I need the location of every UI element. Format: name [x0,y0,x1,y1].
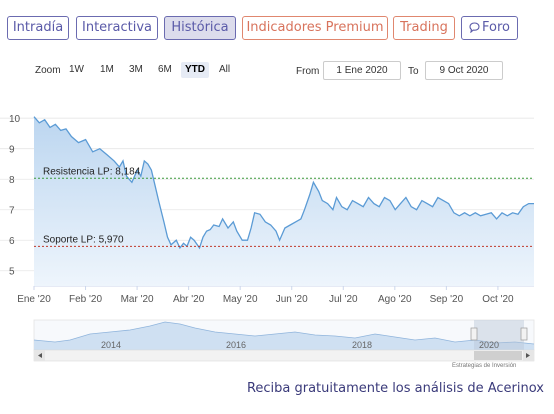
navigator-area [34,322,534,350]
tab-interactiva[interactable]: Interactiva [76,16,158,40]
navigator-left-handle[interactable] [470,327,478,341]
from-label: From [296,66,320,77]
y-tick-label: 6 [9,236,15,247]
navigator-year-2018: 2018 [352,340,372,350]
zoom-3m-button[interactable]: 3M [129,64,143,75]
navigator-year-2016: 2016 [226,340,246,350]
tab-indicadores-premium[interactable]: Indicadores Premium [242,16,388,40]
annotation-label: Resistencia LP: 8,184 [43,166,141,177]
navigator-year-2020: 2020 [479,340,499,350]
navigator-scrollbar[interactable] [33,349,535,362]
zoom-ytd-button[interactable]: YTD [181,62,209,78]
x-tick-label: Feb '20 [69,294,102,305]
to-label: To [408,66,419,77]
tab-foro[interactable]: Foro [461,16,518,40]
y-axis-labels: 10 9 8 7 6 5 [9,114,21,278]
from-date-input[interactable]: 1 Ene 2020 [323,61,401,80]
y-tick-label: 10 [9,114,21,125]
zoom-label: Zoom [35,65,61,76]
y-tick-label: 5 [9,267,15,278]
footer-cta-link[interactable]: Reciba gratuitamente los análisis de Ace… [246,381,544,396]
x-tick-label: Ago '20 [378,294,412,305]
to-date-input[interactable]: 9 Oct 2020 [425,61,503,80]
x-tick-label: Sep '20 [430,294,464,305]
x-tick-label: Ene '20 [17,294,51,305]
price-area [34,116,534,286]
tab-intradia[interactable]: Intradía [7,16,69,40]
navigator-right-handle[interactable] [520,327,528,341]
x-axis-labels: Ene '20 Feb '20 Mar '20 Abr '20 May '20 Jun '… [17,286,514,305]
scroll-right-arrow-icon [526,353,530,358]
x-tick-label: Mar '20 [121,294,154,305]
price-line [33,116,534,250]
y-tick-label: 7 [9,206,15,217]
chart-credit: Estrategias de Inversión [452,363,517,369]
zoom-all-button[interactable]: All [219,64,231,75]
zoom-1m-button[interactable]: 1M [100,64,114,75]
x-tick-label: May '20 [223,294,258,305]
navigator-line [33,321,535,345]
x-tick-label: Jun '20 [276,294,308,305]
scrollbar-thumb[interactable] [474,351,522,360]
x-tick-label: Oct '20 [482,294,514,305]
tab-foro-label: Foro [482,20,510,35]
chat-bubble-icon [469,19,480,41]
tab-historica[interactable]: Histórica [164,16,236,40]
navigator-selection[interactable] [474,320,524,350]
price-chart: 10 9 8 7 6 5 Resistencia LP: 8,184 Soporte LP:… [0,114,535,362]
scroll-left-arrow-icon [38,353,42,358]
x-tick-label: Abr '20 [173,294,205,305]
zoom-6m-button[interactable]: 6M [158,64,172,75]
zoom-1w-button[interactable]: 1W [69,64,84,75]
x-tick-label: Jul '20 [329,294,358,305]
tab-trading[interactable]: Trading [393,16,455,40]
y-tick-label: 8 [9,175,15,186]
navigator[interactable]: 2014 2016 2018 2020 [33,319,535,351]
annotations: Resistencia LP: 8,184 Soporte LP: 5,970 [34,166,534,247]
annotation-label: Soporte LP: 5,970 [43,234,124,245]
y-tick-label: 9 [9,145,15,156]
navigator-year-2014: 2014 [101,340,121,350]
